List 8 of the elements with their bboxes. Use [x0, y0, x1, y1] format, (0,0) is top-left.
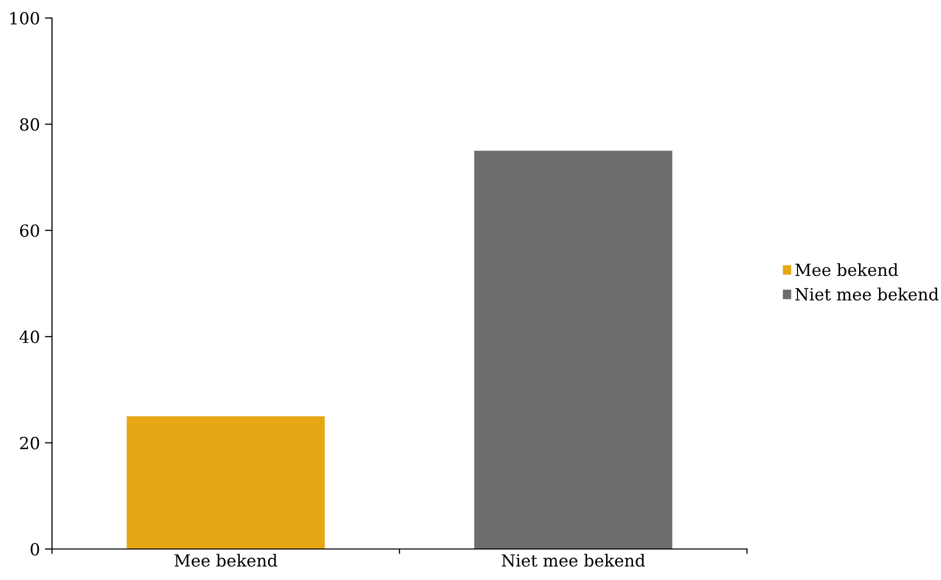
y-tick-label: 100 [10, 12, 40, 25]
y-tick-label: 60 [20, 224, 40, 237]
y-tick-label: 0 [30, 542, 40, 556]
legend-label: Mee bekend [795, 263, 898, 276]
y-tick-label: 40 [20, 330, 40, 344]
y-tick-label: 80 [20, 118, 40, 131]
legend-label: Niet mee bekend [795, 288, 939, 301]
y-tick-label: 20 [20, 436, 40, 450]
